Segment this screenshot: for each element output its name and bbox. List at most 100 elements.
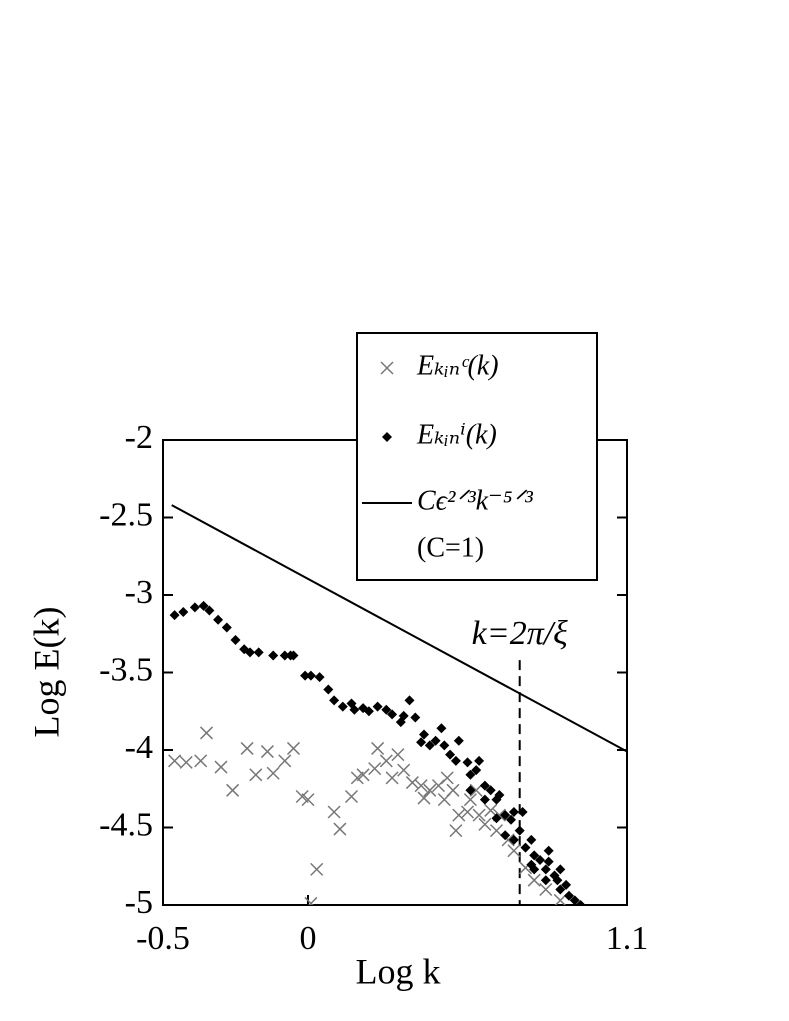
cross-stroke xyxy=(240,741,254,755)
diamond-marker xyxy=(535,855,545,866)
diamond-marker xyxy=(555,884,566,895)
cross-marker xyxy=(446,783,460,797)
diamond-marker xyxy=(465,769,476,780)
diamond-marker xyxy=(430,735,441,746)
cross-stroke xyxy=(469,783,483,797)
cross-stroke xyxy=(304,896,318,905)
cross-stroke xyxy=(539,882,553,897)
diamond-marker xyxy=(329,695,340,706)
diamond-marker xyxy=(372,701,383,712)
x-axis-label: Log k xyxy=(356,951,441,991)
diamond-marker xyxy=(575,900,586,905)
cross-marker xyxy=(489,824,504,838)
diamond-marker xyxy=(479,794,490,805)
cross-stroke xyxy=(463,793,477,807)
cross-marker xyxy=(452,808,466,822)
cross-marker xyxy=(260,745,274,759)
cross-marker xyxy=(472,808,486,822)
y-tick-label: -5 xyxy=(125,884,153,921)
cross-stroke xyxy=(449,824,463,838)
cross-marker xyxy=(304,896,318,905)
diamond-marker xyxy=(398,710,409,721)
diamond-marker xyxy=(500,830,511,841)
cross-stroke xyxy=(397,763,411,777)
cross-marker xyxy=(553,893,567,905)
diamond-marker xyxy=(439,740,450,751)
reference-label: k=2π/ξ xyxy=(472,615,569,652)
diamond-marker xyxy=(552,875,563,886)
cross-stroke xyxy=(356,768,370,782)
cross-stroke xyxy=(310,862,324,876)
diamond-marker xyxy=(279,650,290,661)
cross-stroke xyxy=(507,844,521,858)
cross-marker xyxy=(379,754,393,768)
cross-marker xyxy=(469,783,483,797)
y-tick-label: -2.5 xyxy=(99,496,153,533)
cross-stroke xyxy=(266,766,280,780)
cross-stroke xyxy=(391,748,405,762)
cross-marker xyxy=(397,763,411,777)
x-tick-label: 0 xyxy=(300,920,317,957)
legend-label: Eₖᵢₙᶜ(k) xyxy=(416,350,499,381)
diamond-marker xyxy=(514,825,525,836)
cross-stroke xyxy=(214,760,228,774)
diamond-marker xyxy=(305,670,316,681)
diamond-marker xyxy=(540,864,551,875)
cross-stroke xyxy=(278,754,292,768)
cross-marker xyxy=(301,793,315,807)
diamond-marker xyxy=(564,890,574,901)
diamond-marker xyxy=(561,879,572,890)
diamond-marker xyxy=(323,684,334,695)
diamond-marker xyxy=(500,810,511,821)
plot-marks xyxy=(168,504,627,905)
diamond-marker xyxy=(506,814,516,825)
diamond-marker xyxy=(569,895,580,905)
diamond-marker xyxy=(416,737,427,748)
cross-marker xyxy=(478,817,492,831)
diamond-marker xyxy=(543,856,554,867)
diamond-marker xyxy=(555,864,566,875)
diamond-marker xyxy=(230,634,241,645)
cross-stroke xyxy=(460,805,475,819)
diamond-marker xyxy=(526,834,537,845)
diamond-marker xyxy=(198,600,209,611)
power-law-line xyxy=(171,504,627,753)
diamond-marker xyxy=(245,647,255,658)
diamond-marker xyxy=(520,842,531,853)
diamond-marker xyxy=(508,834,519,845)
cross-stroke xyxy=(380,361,394,375)
diamond-marker xyxy=(526,859,537,870)
diamond-marker xyxy=(529,850,540,861)
cross-marker xyxy=(344,789,359,804)
cross-marker xyxy=(333,822,347,836)
diamond-marker xyxy=(381,704,392,715)
diamond-marker xyxy=(543,845,554,856)
diamond-marker xyxy=(204,605,215,616)
cross-marker xyxy=(371,741,385,755)
cross-stroke xyxy=(333,822,347,836)
diamond-marker xyxy=(213,614,224,625)
cross-stroke xyxy=(423,783,437,797)
cross-stroke xyxy=(414,779,428,793)
y-tick-label: -3 xyxy=(125,574,153,611)
cross-stroke xyxy=(553,893,567,905)
y-axis-label: Log E(k) xyxy=(26,607,66,738)
cross-marker xyxy=(368,762,382,776)
cross-marker xyxy=(385,771,399,785)
cross-marker xyxy=(194,754,208,768)
cross-stroke xyxy=(344,789,359,804)
diamond-marker xyxy=(517,807,528,817)
diamond-marker xyxy=(314,672,325,683)
diamond-marker xyxy=(450,755,461,766)
cross-stroke xyxy=(527,873,541,887)
diamond-marker xyxy=(485,785,496,796)
diamond-marker xyxy=(494,789,505,800)
cross-stroke xyxy=(379,754,393,768)
cross-stroke xyxy=(405,776,419,790)
cross-marker xyxy=(440,771,454,785)
diamond-marker xyxy=(471,765,482,776)
cross-marker xyxy=(405,776,419,790)
diamond-marker xyxy=(419,729,429,740)
